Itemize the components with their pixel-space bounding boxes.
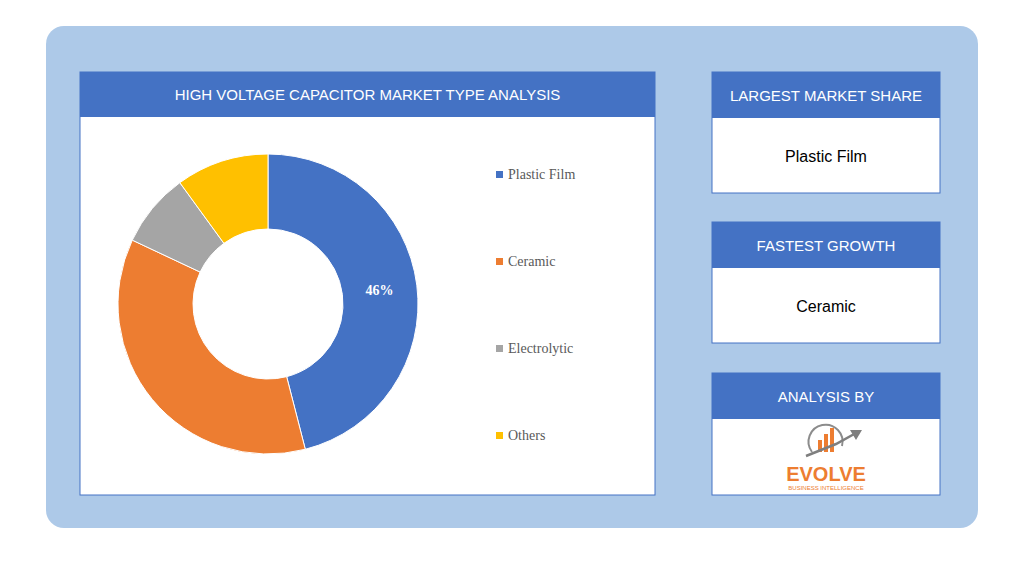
data-label: 46%: [366, 283, 394, 298]
logo-subtext: BUSINESS INTELLIGENCE: [788, 485, 863, 491]
side-panel-value: Ceramic: [796, 298, 856, 315]
logo-text: EVOLVE: [786, 463, 866, 485]
side-panel-title: FASTEST GROWTH: [757, 237, 896, 254]
canvas: HIGH VOLTAGE CAPACITOR MARKET TYPE ANALY…: [0, 0, 1024, 576]
side-panel-title: LARGEST MARKET SHARE: [730, 87, 922, 104]
outer-panel: [46, 26, 978, 528]
side-panel: [712, 222, 940, 343]
chart-panel: [80, 72, 655, 495]
donut: [118, 154, 418, 454]
side-panel-header: [712, 72, 940, 118]
legend: Plastic Film Ceramic Electrolytic Others: [496, 167, 575, 443]
legend-swatch: [496, 345, 503, 352]
side-panel-title: ANALYSIS BY: [778, 388, 874, 405]
logo-arrow: [806, 433, 856, 456]
legend-swatch: [496, 432, 503, 439]
legend-label: Plastic Film: [508, 167, 575, 182]
side-panel-header: [712, 222, 940, 268]
side-panel-header: [712, 373, 940, 419]
logo: EVOLVEBUSINESS INTELLIGENCE: [786, 425, 866, 491]
chart-title: HIGH VOLTAGE CAPACITOR MARKET TYPE ANALY…: [175, 86, 561, 103]
chart-header: [80, 72, 655, 117]
logo-bar: [830, 428, 834, 452]
legend-label: Others: [508, 428, 545, 443]
slice: [118, 240, 305, 454]
slice: [180, 154, 268, 243]
logo-arrowhead: [850, 430, 862, 440]
side-panel-value: Plastic Film: [785, 148, 867, 165]
legend-label: Electrolytic: [508, 341, 573, 356]
legend-swatch: [496, 258, 503, 265]
legend-label: Ceramic: [508, 254, 555, 269]
legend-swatch: [496, 171, 503, 178]
side-panel: [712, 373, 940, 495]
side-panel: [712, 72, 940, 193]
